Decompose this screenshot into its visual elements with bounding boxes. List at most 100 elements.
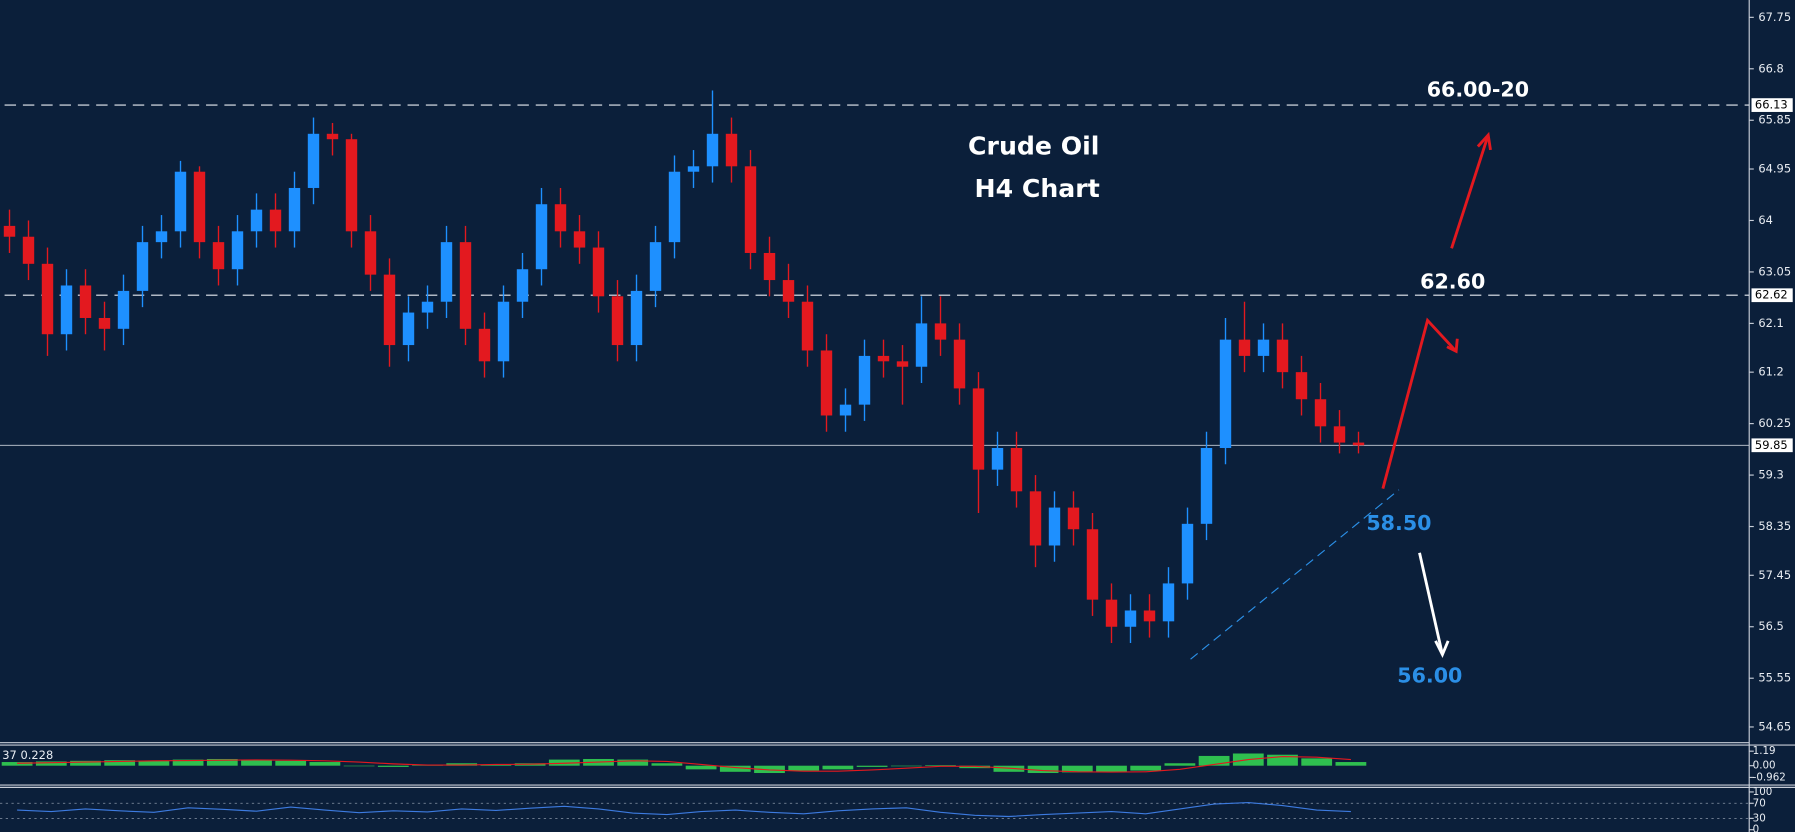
candle-body — [1200, 447, 1213, 524]
candle-body — [193, 171, 206, 243]
y-tick-label: 67.75 — [1758, 10, 1791, 24]
y-tick-label: 70 — [1753, 797, 1766, 809]
macd-bar — [1301, 758, 1333, 766]
macd-bar — [788, 765, 820, 771]
candle-body — [402, 312, 415, 346]
y-tick-label: 62.1 — [1758, 316, 1783, 330]
candle-body — [117, 290, 130, 329]
macd-bar — [35, 761, 67, 766]
candle-body — [896, 361, 909, 367]
candle-body — [345, 139, 358, 232]
candle-body — [1352, 442, 1365, 446]
macd-bar — [206, 758, 238, 766]
candle-body — [421, 301, 434, 313]
y-tick-label: 30 — [1753, 812, 1766, 824]
candle-body — [744, 166, 757, 253]
candle-body — [22, 236, 35, 264]
macd-bar — [1198, 755, 1230, 766]
macd-bar — [377, 765, 409, 767]
macd-bar — [548, 759, 580, 766]
candle-body — [288, 187, 301, 232]
candle-body — [801, 301, 814, 351]
candle-body — [497, 301, 510, 362]
macd-bar — [822, 765, 854, 770]
price-badge — [1751, 98, 1793, 112]
macd-bar — [446, 763, 478, 766]
macd-bar — [172, 759, 204, 766]
candle-body — [326, 133, 339, 140]
candle-body — [136, 242, 149, 291]
candle-body — [98, 317, 111, 329]
candle-body — [1143, 610, 1156, 622]
y-tick-label: 64.95 — [1758, 162, 1791, 176]
macd-bar — [1164, 763, 1196, 766]
macd-bar — [70, 760, 101, 766]
macd-bar — [959, 765, 991, 769]
macd-bar — [241, 760, 272, 766]
annotation: 66.00-20 — [1427, 77, 1529, 101]
y-tick-label: 58.35 — [1758, 519, 1791, 533]
candle-body — [858, 355, 871, 405]
candle-body — [250, 209, 263, 232]
candle-body — [991, 447, 1004, 470]
candle-body — [364, 231, 377, 275]
price-badge-label: 62.62 — [1755, 288, 1788, 302]
arrow-head — [1476, 131, 1492, 151]
arrow-head — [1446, 338, 1459, 354]
macd-bar — [856, 765, 888, 767]
candle-body — [1067, 507, 1080, 530]
y-tick-label: 60.25 — [1758, 416, 1791, 430]
macd-bar — [685, 765, 717, 770]
candle-body — [554, 204, 567, 232]
candle-body — [79, 285, 92, 318]
candle-body — [1029, 491, 1042, 546]
y-tick-label: -0.962 — [1753, 771, 1786, 783]
plot: 67.75 66.8 65.85 64.95 64 63.05 62.1 61.2 60.25 5… — [0, 10, 1793, 832]
candle-body — [934, 323, 947, 340]
macd-bar — [925, 765, 956, 766]
annotation: H4 Chart — [975, 174, 1100, 203]
macd-bar — [1267, 754, 1298, 766]
rsi-line — [17, 801, 1351, 818]
candle-body — [41, 263, 54, 335]
macd-signal — [17, 755, 1351, 773]
candle-body — [60, 285, 73, 335]
macd-bar — [651, 763, 683, 766]
y-tick-label: 63.05 — [1758, 264, 1791, 278]
y-tick-label: 56.5 — [1758, 619, 1783, 633]
candle-body — [573, 231, 586, 248]
price-badge-label: 66.13 — [1755, 98, 1788, 112]
arrow — [1450, 134, 1490, 249]
candle-body — [1105, 599, 1118, 627]
y-tick-label: 0 — [1753, 824, 1760, 832]
candle-body — [516, 269, 529, 302]
y-tick-label: 66.8 — [1758, 61, 1783, 75]
macd-bar — [754, 765, 785, 774]
price-badge — [1751, 438, 1793, 453]
candle-body — [383, 274, 396, 346]
candle-body — [687, 166, 700, 172]
candle-body — [1048, 507, 1061, 546]
y-tick-label: 0.00 — [1753, 760, 1776, 772]
candle-body — [877, 355, 890, 362]
arrow — [1418, 552, 1444, 655]
macd-bar — [480, 764, 512, 766]
candle-body — [953, 339, 966, 389]
macd-bar — [1130, 765, 1162, 771]
candle-body — [1086, 529, 1099, 600]
trend-line — [1190, 489, 1400, 660]
candle-body — [478, 328, 491, 362]
candle-body — [1219, 339, 1232, 448]
candle-body — [1257, 339, 1270, 356]
macd-bar — [719, 765, 751, 772]
macd-bar — [993, 765, 1025, 772]
candle-body — [972, 388, 985, 470]
arrow-down — [1418, 552, 1450, 659]
candle-body — [1181, 523, 1194, 584]
candle-body — [1162, 583, 1175, 622]
macd-bar — [1, 762, 33, 766]
candle-body — [630, 290, 643, 346]
arrow — [1381, 317, 1458, 490]
candle-body — [1124, 610, 1137, 627]
